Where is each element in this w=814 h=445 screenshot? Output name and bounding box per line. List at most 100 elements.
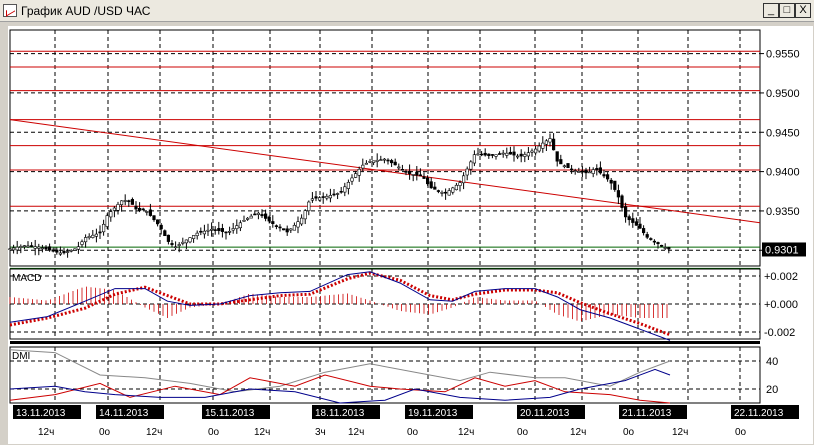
candle (328, 195, 333, 199)
candle (425, 177, 430, 185)
candle (497, 153, 502, 155)
candle (69, 249, 73, 252)
candle (58, 252, 62, 255)
price-panel[interactable]: 0.95500.95000.94500.94000.93500.93000.93… (8, 29, 806, 269)
date-label: 15.11.2013 (205, 408, 255, 419)
candle (98, 231, 102, 234)
candle (472, 154, 477, 164)
candle (274, 225, 279, 227)
candle (307, 201, 311, 212)
candle (584, 169, 588, 174)
candle (559, 159, 563, 165)
candle (84, 237, 88, 243)
candle (591, 169, 595, 174)
close-button[interactable]: X (795, 3, 811, 18)
candle (663, 247, 667, 249)
candle (461, 175, 466, 184)
chart-area[interactable]: 0.95500.95000.94500.94000.93500.93000.93… (0, 22, 814, 445)
candle (436, 190, 441, 192)
price-tick-label: 0.9450 (766, 127, 800, 139)
candle (533, 148, 538, 154)
candle (620, 195, 624, 208)
candle (339, 190, 343, 193)
maximize-button[interactable]: □ (779, 3, 795, 18)
date-label: 19.11.2013 (408, 408, 458, 419)
candle (29, 245, 34, 247)
candle (141, 208, 145, 211)
candle (411, 174, 415, 176)
candle (638, 223, 642, 229)
candle (263, 213, 268, 219)
title-bar[interactable]: График AUD /USD ЧАС _ □ X (0, 0, 814, 22)
candle (148, 209, 153, 216)
macd-panel[interactable]: +0.002 +0.000 -0.002 (9, 268, 798, 344)
candle (609, 179, 613, 184)
dmi-frame (9, 346, 761, 404)
candle (37, 246, 41, 249)
candle (105, 215, 109, 227)
date-label-box (517, 405, 585, 419)
candle (8, 248, 12, 250)
candle (253, 213, 257, 216)
candle (184, 239, 189, 244)
macd-line (9, 271, 671, 341)
candle (397, 166, 401, 169)
candle (375, 159, 379, 162)
candle (188, 237, 192, 243)
candle (62, 250, 66, 254)
candle (627, 216, 631, 221)
candle (170, 243, 174, 245)
candle (267, 216, 271, 222)
candle (206, 229, 210, 232)
hour-label: 12ч (348, 427, 364, 438)
date-label-box (619, 405, 687, 419)
candle (73, 248, 77, 251)
hour-label: 0о (623, 427, 635, 438)
date-label-box (731, 405, 799, 419)
candle (220, 228, 225, 232)
candle (350, 177, 354, 182)
candle (577, 171, 581, 173)
candle (483, 152, 487, 156)
candle (519, 153, 523, 157)
candle (357, 168, 361, 176)
candle (562, 165, 566, 168)
candle (587, 171, 592, 174)
candle (361, 164, 365, 169)
candle (501, 152, 505, 155)
hour-label: 0о (407, 427, 419, 438)
price-tick-label: 0.9550 (766, 49, 800, 61)
candle (325, 196, 329, 199)
candle (303, 210, 307, 220)
candle (210, 228, 214, 231)
trendline (9, 119, 761, 224)
candle (33, 246, 37, 249)
date-label: 18.11.2013 (315, 408, 365, 419)
candle (652, 240, 656, 243)
candle (238, 222, 243, 229)
candle (458, 182, 462, 186)
candle (530, 150, 534, 153)
candle (130, 199, 135, 205)
candle (645, 234, 649, 238)
candle (566, 163, 570, 168)
candle (616, 190, 620, 198)
price-tick-label: 0.9500 (766, 88, 800, 100)
hour-label: 12ч (146, 427, 162, 438)
hour-label: 0о (735, 427, 747, 438)
date-label-box (202, 405, 270, 419)
candle (494, 154, 498, 157)
candle (634, 221, 638, 226)
candle (94, 233, 98, 237)
candle (659, 244, 664, 247)
hour-label: 12ч (570, 427, 586, 438)
candle (256, 212, 261, 215)
candle (605, 174, 610, 180)
minimize-button[interactable]: _ (763, 3, 779, 18)
candle (112, 207, 116, 211)
candle (469, 161, 473, 170)
candle (152, 215, 156, 221)
dmi-panel[interactable]: 40 20 (9, 346, 778, 404)
hour-label: 0о (208, 427, 220, 438)
hour-label: 12ч (38, 427, 54, 438)
